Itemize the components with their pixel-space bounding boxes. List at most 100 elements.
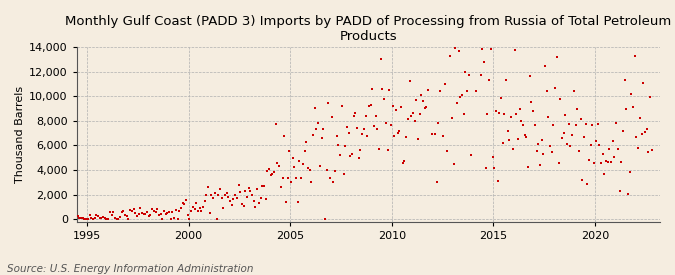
Point xyxy=(626,92,637,97)
Point xyxy=(643,149,653,154)
Point xyxy=(524,74,535,78)
Point xyxy=(216,196,227,200)
Point xyxy=(543,114,554,119)
Point xyxy=(279,134,290,138)
Point xyxy=(232,196,242,200)
Point xyxy=(250,205,261,209)
Point xyxy=(269,170,279,175)
Point xyxy=(614,189,625,194)
Point xyxy=(133,211,144,216)
Point xyxy=(209,191,220,196)
Point xyxy=(602,160,613,164)
Point xyxy=(321,167,332,172)
Point xyxy=(208,196,219,200)
Point xyxy=(645,95,655,99)
Point xyxy=(452,101,462,105)
Point xyxy=(467,42,478,46)
Point xyxy=(374,147,385,151)
Point xyxy=(506,115,516,120)
Point xyxy=(360,114,371,118)
Point xyxy=(126,209,137,213)
Point xyxy=(211,217,222,221)
Point xyxy=(429,132,440,137)
Point xyxy=(446,116,457,120)
Point xyxy=(115,215,126,219)
Point xyxy=(89,216,100,221)
Point xyxy=(262,168,273,173)
Point xyxy=(475,73,486,77)
Point xyxy=(489,166,500,170)
Point xyxy=(562,142,572,146)
Point xyxy=(443,31,454,35)
Point xyxy=(519,133,530,137)
Point xyxy=(103,217,113,221)
Point xyxy=(348,113,359,118)
Point xyxy=(140,212,151,216)
Point xyxy=(325,176,335,180)
Point xyxy=(416,93,427,98)
Point xyxy=(639,130,650,134)
Point xyxy=(462,89,472,93)
Point xyxy=(298,162,308,166)
Point xyxy=(184,216,195,221)
Point xyxy=(464,73,475,77)
Point xyxy=(218,206,229,210)
Point xyxy=(101,216,112,221)
Point xyxy=(286,180,296,185)
Point xyxy=(621,107,632,111)
Point xyxy=(497,141,508,146)
Point xyxy=(379,97,389,101)
Point xyxy=(414,111,425,116)
Point xyxy=(275,185,286,189)
Point xyxy=(641,127,652,131)
Point xyxy=(418,99,429,103)
Point xyxy=(205,211,215,215)
Point xyxy=(86,216,97,220)
Point xyxy=(138,212,149,217)
Point xyxy=(313,120,323,125)
Point xyxy=(358,127,369,131)
Point xyxy=(294,159,305,163)
Point xyxy=(119,213,130,217)
Point xyxy=(233,183,244,187)
Point xyxy=(342,125,352,129)
Point xyxy=(145,213,156,217)
Point xyxy=(226,203,237,207)
Point xyxy=(125,208,136,213)
Point xyxy=(150,210,161,214)
Point xyxy=(609,155,620,159)
Point xyxy=(425,28,435,32)
Point xyxy=(382,147,393,152)
Point xyxy=(511,112,522,116)
Point xyxy=(236,202,247,206)
Point xyxy=(375,57,386,61)
Point xyxy=(304,168,315,173)
Point xyxy=(74,216,85,220)
Point xyxy=(419,106,430,110)
Point xyxy=(76,216,86,220)
Point xyxy=(545,144,556,148)
Point xyxy=(408,110,418,115)
Point xyxy=(311,127,322,132)
Point xyxy=(228,197,239,201)
Point xyxy=(538,152,549,156)
Point xyxy=(522,165,533,170)
Point xyxy=(592,122,603,126)
Point xyxy=(539,64,550,68)
Point xyxy=(595,161,606,165)
Point xyxy=(580,122,591,126)
Point xyxy=(96,216,107,220)
Point xyxy=(423,87,433,92)
Point xyxy=(369,124,379,128)
Point xyxy=(95,216,105,220)
Point xyxy=(555,97,566,101)
Point xyxy=(202,185,213,189)
Point xyxy=(438,134,449,138)
Point xyxy=(157,216,167,221)
Point xyxy=(618,129,628,133)
Point xyxy=(88,217,99,221)
Point xyxy=(611,120,622,125)
Point xyxy=(215,186,225,191)
Point xyxy=(628,105,639,109)
Point xyxy=(165,217,176,221)
